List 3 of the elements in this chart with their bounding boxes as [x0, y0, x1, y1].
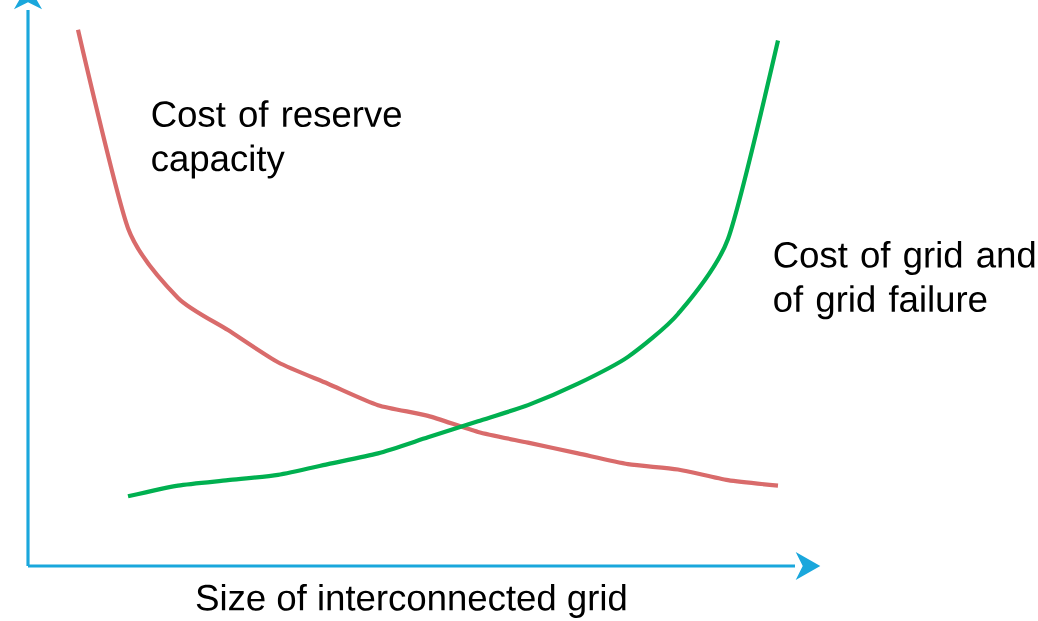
- series-label: Cost of reserve capacity: [152, 100, 401, 179]
- series-label: Cost of grid and of grid failure: [774, 240, 1035, 320]
- x-axis-title: Size of interconnected grid: [196, 583, 626, 618]
